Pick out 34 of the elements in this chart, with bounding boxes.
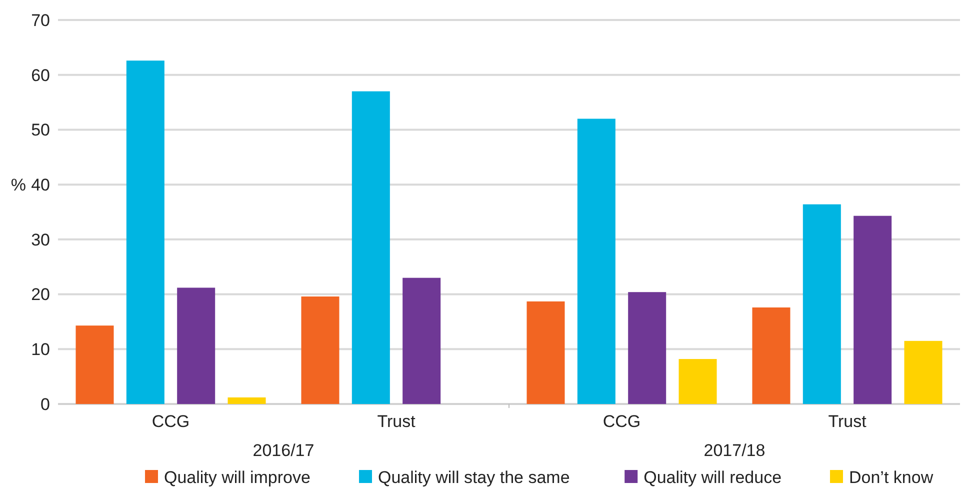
bar xyxy=(76,326,114,404)
y-tick-label: 60 xyxy=(31,66,50,85)
bar xyxy=(802,204,841,404)
text: 2017/18 xyxy=(704,441,766,460)
y-tick-label: 0 xyxy=(40,394,50,414)
y-tick-label: 40 xyxy=(31,176,50,195)
bar xyxy=(678,359,717,404)
bar xyxy=(402,278,441,404)
legend-label: Quality will reduce xyxy=(644,468,782,487)
bar xyxy=(126,60,164,404)
y-tick-label: 30 xyxy=(31,230,50,250)
x-tick-label: Trust xyxy=(828,412,867,431)
y-axis-title: % xyxy=(10,176,26,195)
bar xyxy=(904,340,942,404)
y-tick-label: 70 xyxy=(31,10,50,30)
bar xyxy=(301,296,340,404)
bar xyxy=(526,301,565,404)
bar xyxy=(752,307,790,404)
bar xyxy=(352,91,390,404)
bar xyxy=(854,216,892,404)
x-tick-label: CCG xyxy=(152,412,190,431)
x-tick-label: CCG xyxy=(602,412,641,431)
text: 2016/17 xyxy=(252,441,314,460)
legend-label: Quality will stay the same xyxy=(378,468,570,487)
y-tick-label: 50 xyxy=(31,120,50,140)
bar xyxy=(577,118,616,404)
bar xyxy=(228,397,266,404)
y-tick-label: 10 xyxy=(31,340,50,360)
x-tick-label: Trust xyxy=(377,412,416,431)
y-tick-label: 20 xyxy=(31,285,50,304)
bar xyxy=(177,288,216,404)
legend-label: Don’t know xyxy=(849,468,934,487)
bar xyxy=(628,292,666,404)
legend-label: Quality will improve xyxy=(164,468,310,487)
